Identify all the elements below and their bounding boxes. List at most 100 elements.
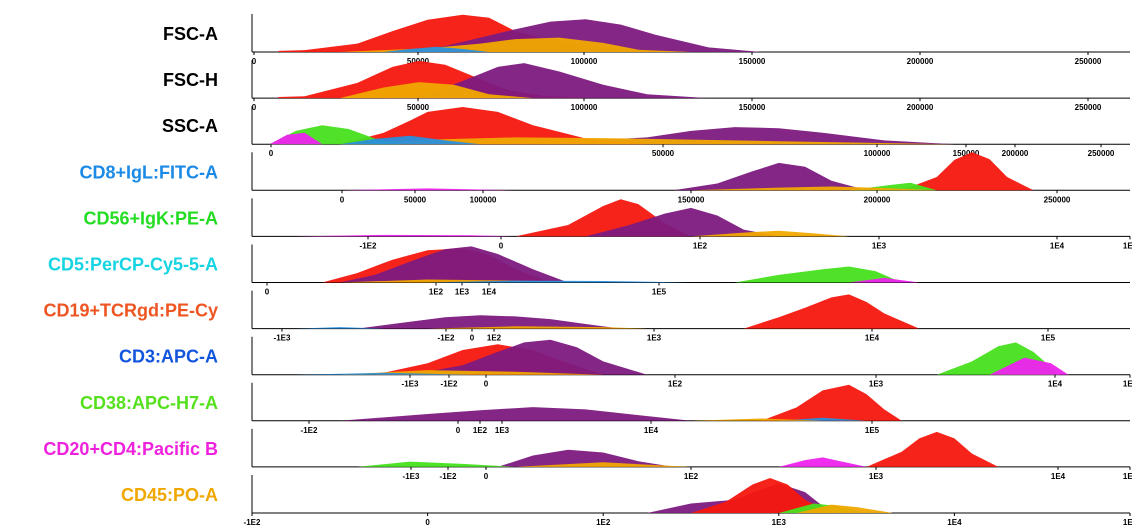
channel-label: CD20+CD4:Pacific B [43,439,218,459]
tick-label: 0 [484,380,489,389]
channel-label: CD3:APC-A [119,347,218,367]
tick-label: 250000 [1044,195,1071,204]
tick-label: 1E3 [869,380,884,389]
tick-label: 100000 [864,149,891,158]
tick-label: 0 [252,57,257,66]
histogram-area [339,407,691,421]
tick-label: -1E2 [441,380,458,389]
tick-label: 1E5 [1123,518,1132,527]
tick-label: 1E4 [865,334,880,343]
histogram-area [673,162,867,191]
histogram-area [295,327,384,329]
tick-label: 1E3 [647,334,662,343]
tick-label: 100000 [571,57,598,66]
histogram-area [761,384,902,421]
tick-label: 100000 [470,195,497,204]
tick-label: 1E5 [1041,334,1056,343]
tick-label: 1E4 [1048,380,1063,389]
tick-label: 1E5 [1123,472,1132,481]
tick-label: 150000 [678,195,705,204]
channel-label: CD5:PerCP-Cy5-5-A [48,255,218,275]
histogram-area [691,478,832,513]
tick-label: 1E4 [947,518,962,527]
tick-label: 1E2 [429,288,444,297]
tick-label: -1E2 [438,334,455,343]
tick-label: 200000 [864,195,891,204]
histogram-area [796,504,893,513]
tick-label: 200000 [1002,149,1029,158]
tick-label: 0 [269,149,274,158]
tick-label: 1E2 [487,334,502,343]
histogram-area [691,230,849,237]
histogram-area [295,234,516,237]
histogram-area [410,339,648,375]
histogram-area [734,266,902,283]
tick-label: 0 [470,334,475,343]
channel-label: SSC-A [162,116,218,136]
histogram-area [691,186,937,191]
channel-label: FSC-H [163,70,218,90]
histogram-panel: CD38:APC-H7-A -1E2 0 1E2 1E3 1E4 1E5 [80,382,1130,435]
tick-label: -1E2 [360,241,377,250]
tick-label: 100000 [571,103,598,112]
histogram-area [339,188,516,191]
tick-label: 250000 [1075,57,1102,66]
histogram-area [278,60,586,99]
histogram-panel: SSC-A 0 50000 100000 150000 200000 250000 [162,106,1130,158]
histogram-panel: CD56+IgK:PE-A -1E2 0 1E2 1E3 1E4 1E5 [83,198,1132,250]
histogram-area [339,19,762,52]
histogram-panel: CD8+IgL:FITC-A 0 50000 100000 150000 200000 25… [80,152,1130,204]
histogram-area [339,246,569,283]
channel-label: CD45:PO-A [121,485,218,505]
tick-label: 0 [484,472,489,481]
tick-label: 0 [425,518,430,527]
tick-label: 1E2 [668,380,683,389]
tick-label: -1E3 [402,380,419,389]
tick-label: -1E2 [244,518,261,527]
histogram-area [778,457,867,467]
tick-label: 1E2 [473,426,488,435]
channel-label: FSC-A [163,24,218,44]
tick-label: 1E5 [1123,380,1132,389]
tick-label: 50000 [652,149,675,158]
tick-label: 1E3 [455,288,470,297]
histogram-panel: CD19+TCRgd:PE-Cy -1E3 -1E2 0 1E2 1E3 1E4 1E5 [43,290,1130,343]
tick-label: -1E3 [274,334,291,343]
histogram-area [269,132,323,145]
tick-label: 1E3 [872,241,887,250]
tick-label: 1E4 [482,288,497,297]
tick-label: 1E3 [772,518,787,527]
tick-label: 0 [265,288,270,297]
histogram-panel: CD3:APC-A -1E3 -1E2 0 1E2 1E3 1E4 1E5 [119,336,1132,389]
tick-label: 50000 [404,195,427,204]
histogram-area [427,280,691,283]
histogram-area [989,357,1069,375]
tick-label: 0 [499,241,504,250]
tick-label: 150000 [739,57,766,66]
histogram-area [515,462,691,467]
tick-label: -1E2 [301,426,318,435]
tick-label: 0 [340,195,345,204]
tick-label: 1E5 [652,288,667,297]
histogram-area [497,449,674,467]
tick-label: 50000 [407,103,430,112]
histogram-area [427,326,648,329]
tick-label: 200000 [907,57,934,66]
histogram-area [339,107,648,145]
tick-label: 1E2 [693,241,708,250]
histogram-area [743,294,920,329]
tick-label: 1E3 [495,426,510,435]
tick-label: 1E3 [869,472,884,481]
tick-label: 1E5 [865,426,880,435]
tick-label: 1E2 [596,518,611,527]
tick-label: 1E4 [644,426,659,435]
histogram-panel: CD45:PO-A -1E2 0 1E2 1E3 1E4 1E5 [121,475,1132,527]
tick-label: 1E4 [1051,472,1066,481]
tick-label: 1E5 [1123,241,1132,250]
histogram-area [278,14,691,53]
histogram-panel: CD5:PerCP-Cy5-5-A 0 1E2 1E3 1E4 1E5 [48,244,1130,297]
histogram-area [901,152,1034,191]
histogram-area [849,277,920,283]
